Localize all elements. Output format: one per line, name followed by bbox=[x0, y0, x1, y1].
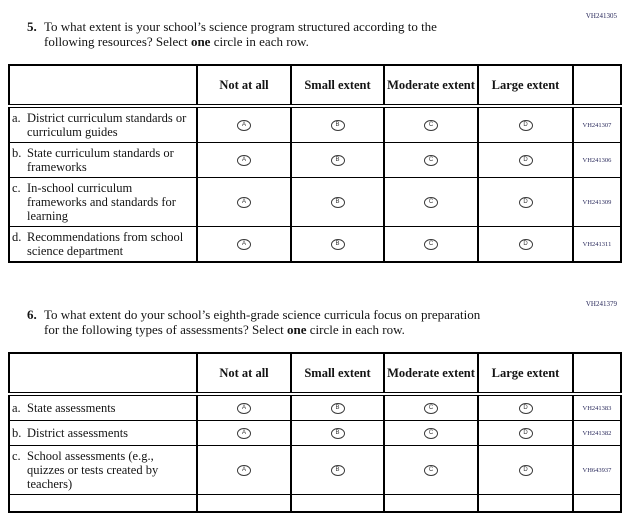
question-6-line1: To what extent do your school’s eighth-g… bbox=[44, 307, 481, 322]
row-letter: c. bbox=[12, 449, 21, 463]
table-row-b: b. District assessments A B C D VH241382 bbox=[8, 420, 622, 446]
question-6-line2: for the following types of assessments? … bbox=[44, 322, 405, 337]
question-5-line1: To what extent is your school’s science … bbox=[44, 19, 437, 34]
row-stub: c. In-school curriculum frameworks and s… bbox=[8, 177, 198, 227]
answer-circle-a[interactable]: A bbox=[237, 427, 251, 439]
row-letter: b. bbox=[12, 426, 22, 440]
table-row-c: c. School assessments (e.g., quizzes or … bbox=[8, 445, 622, 495]
row-code: VH241307 bbox=[572, 105, 622, 143]
row-text: Recommendations from school science depa… bbox=[27, 230, 184, 258]
row-stub bbox=[8, 494, 198, 512]
answer-circle-b[interactable]: B bbox=[330, 119, 345, 131]
code-column-header bbox=[572, 64, 622, 108]
row-letter: a. bbox=[12, 401, 21, 415]
column-header-large-extent: Large extent bbox=[477, 352, 574, 396]
answer-circle-d[interactable]: D bbox=[518, 196, 533, 208]
row-stub: c. School assessments (e.g., quizzes or … bbox=[8, 445, 198, 495]
answer-circle-c[interactable]: C bbox=[424, 154, 438, 166]
answer-circle-d[interactable]: D bbox=[518, 238, 533, 250]
row-letter: b. bbox=[12, 146, 22, 160]
row-text: In-school curriculum frameworks and stan… bbox=[27, 181, 176, 223]
answer-circle-c[interactable]: C bbox=[424, 196, 438, 208]
top-spacer bbox=[0, 0, 624, 19]
row-code: VH241383 bbox=[572, 393, 622, 421]
answer-circle-a[interactable]: A bbox=[237, 119, 251, 131]
answer-circle-a[interactable]: A bbox=[237, 464, 251, 476]
column-header-small-extent: Small extent bbox=[290, 64, 385, 108]
row-code: VH241306 bbox=[572, 142, 622, 178]
question-6-number: 6. bbox=[27, 307, 37, 322]
row-letter: a. bbox=[12, 111, 21, 125]
question-6-accession-code: VH241379 bbox=[585, 300, 617, 308]
column-header-small-extent: Small extent bbox=[290, 352, 385, 396]
row-stub: d. Recommendations from school science d… bbox=[8, 226, 198, 263]
table-row-c: c. In-school curriculum frameworks and s… bbox=[8, 177, 622, 227]
code-column-header bbox=[572, 352, 622, 396]
question-6-text: To what extent do your school’s eighth-g… bbox=[44, 307, 480, 337]
answer-circle-c[interactable]: C bbox=[424, 427, 438, 439]
column-header-not-at-all: Not at all bbox=[196, 64, 292, 108]
answer-circle-c[interactable]: C bbox=[424, 464, 438, 476]
stub-header bbox=[8, 352, 198, 396]
row-code: VH643937 bbox=[572, 445, 622, 495]
answer-circle-c[interactable]: C bbox=[424, 238, 438, 250]
column-header-not-at-all: Not at all bbox=[196, 352, 292, 396]
table-row-a: a. District curriculum standards or curr… bbox=[8, 105, 622, 143]
answer-circle-b[interactable]: B bbox=[330, 154, 345, 166]
question-5-text: To what extent is your school’s science … bbox=[44, 19, 437, 49]
answer-circle-d[interactable]: D bbox=[518, 464, 533, 476]
answer-circle-b[interactable]: B bbox=[330, 238, 345, 250]
row-stub: b. District assessments bbox=[8, 420, 198, 446]
question-6-block: VH241379 6. To what extent do your schoo… bbox=[0, 300, 624, 337]
answer-circle-a[interactable]: A bbox=[237, 196, 251, 208]
answer-circle-c[interactable]: C bbox=[424, 402, 438, 414]
question-6-table: Not at all Small extent Moderate extent … bbox=[8, 352, 622, 513]
column-header-large-extent: Large extent bbox=[477, 64, 574, 108]
row-code: VH241309 bbox=[572, 177, 622, 227]
row-letter: c. bbox=[12, 181, 21, 195]
row-letter: d. bbox=[12, 230, 22, 244]
answer-circle-d[interactable]: D bbox=[518, 402, 533, 414]
row-text: School assessments (e.g., quizzes or tes… bbox=[27, 449, 159, 491]
section-gap bbox=[0, 263, 624, 307]
answer-circle-d[interactable]: D bbox=[518, 119, 533, 131]
table-row-b: b. State curriculum standards or framewo… bbox=[8, 142, 622, 178]
column-header-moderate-extent: Moderate extent bbox=[383, 64, 479, 108]
answer-circle-c[interactable]: C bbox=[424, 119, 438, 131]
stub-header bbox=[8, 64, 198, 108]
header-row: Not at all Small extent Moderate extent … bbox=[8, 64, 622, 108]
row-text: District assessments bbox=[27, 426, 129, 440]
question-5-line2: following resources? Select one circle i… bbox=[44, 34, 309, 49]
question-5-table: Not at all Small extent Moderate extent … bbox=[8, 64, 622, 263]
answer-circle-b[interactable]: B bbox=[330, 402, 345, 414]
question-5-number: 5. bbox=[27, 19, 37, 34]
answer-circle-b[interactable]: B bbox=[330, 427, 345, 439]
question-5-block: VH241305 5. To what extent is your schoo… bbox=[0, 12, 624, 49]
answer-circle-a[interactable]: A bbox=[237, 402, 251, 414]
row-code: VH241311 bbox=[572, 226, 622, 263]
question-5-accession-code: VH241305 bbox=[585, 12, 617, 20]
row-text: State assessments bbox=[27, 401, 116, 415]
answer-circle-d[interactable]: D bbox=[518, 154, 533, 166]
answer-circle-a[interactable]: A bbox=[237, 154, 251, 166]
row-text: State curriculum standards or frameworks bbox=[27, 146, 174, 174]
answer-circle-b[interactable]: B bbox=[330, 464, 345, 476]
table-row-d: d. Recommendations from school science d… bbox=[8, 226, 622, 263]
table-row-a: a. State assessments A B C D VH241383 bbox=[8, 393, 622, 421]
answer-circle-a[interactable]: A bbox=[237, 238, 251, 250]
header-row: Not at all Small extent Moderate extent … bbox=[8, 352, 622, 396]
clipped-next-row bbox=[8, 494, 622, 512]
column-header-moderate-extent: Moderate extent bbox=[383, 352, 479, 396]
row-code: VH241382 bbox=[572, 420, 622, 446]
row-stub: a. District curriculum standards or curr… bbox=[8, 105, 198, 143]
row-stub: a. State assessments bbox=[8, 393, 198, 421]
answer-circle-d[interactable]: D bbox=[518, 427, 533, 439]
answer-circle-b[interactable]: B bbox=[330, 196, 345, 208]
row-stub: b. State curriculum standards or framewo… bbox=[8, 142, 198, 178]
row-text: District curriculum standards or curricu… bbox=[27, 111, 187, 139]
